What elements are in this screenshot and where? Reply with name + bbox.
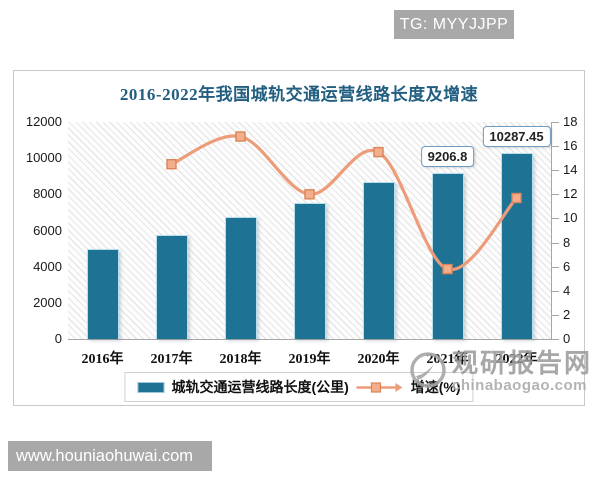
telegram-contact-badge: TG: MYYJJPP	[394, 10, 514, 39]
y-axis-right-tick-label: 8	[563, 234, 571, 250]
y-axis-right-tickmark	[552, 266, 559, 268]
growth-line-layer	[166, 131, 522, 275]
growth-line-marker	[442, 263, 453, 275]
y-axis-right-tickmark	[552, 122, 559, 123]
y-axis-right-tick-label: 10	[563, 210, 578, 226]
x-axis-category-label: 2017年	[150, 352, 193, 367]
bar-2020年	[362, 181, 395, 339]
x-axis-category-label: 2022年	[495, 352, 538, 367]
bar-legend-label: 城轨交通运营线路长度(公里)	[171, 379, 349, 395]
y-axis-right-tickmark	[552, 218, 559, 220]
x-axis-category-label: 2018年	[219, 352, 262, 367]
website-badge: www.houniaohuwai.com	[8, 441, 212, 471]
growth-line-marker	[373, 146, 384, 158]
y-axis-right-tickmark	[552, 339, 559, 340]
y-axis-left-tick-label: 4000	[33, 258, 62, 274]
y-axis-left-tick-label: 8000	[33, 186, 62, 202]
bar-2019年	[293, 202, 326, 339]
y-axis-left-tick-label: 2000	[33, 294, 62, 310]
y-axis-right-tickmark	[552, 242, 559, 244]
bar-legend-swatch-icon	[137, 381, 165, 393]
x-axis-category-label: 2020年	[357, 352, 400, 367]
growth-line-marker	[166, 159, 177, 170]
bar-series-layer: 9206.8 10287.45	[68, 122, 551, 339]
y-axis-left-tick-label: 6000	[33, 222, 62, 238]
y-axis-left-tick-label: 10000	[25, 150, 62, 166]
growth-line-path	[170, 134, 518, 272]
y-axis-right-tick-label: 14	[563, 162, 578, 178]
plot-area: 9206.8 10287.45	[68, 122, 552, 340]
chart-title: 2016-2022年我国城轨交通运营线路长度及增速	[119, 85, 479, 104]
data-label-2021年: 9206.8	[420, 145, 475, 167]
y-axis-right-tickmark	[552, 314, 559, 316]
data-label-2022年: 10287.45	[482, 125, 551, 147]
y-axis-right-tick-label: 4	[563, 282, 571, 298]
growth-line-marker	[235, 131, 246, 142]
y-axis-right-tick-label: 6	[563, 258, 571, 274]
bar-2017年	[155, 234, 188, 339]
y-axis-right-tick-label: 2	[563, 306, 571, 322]
x-axis-category-label: 2016年	[81, 352, 124, 367]
bar-2016年	[86, 248, 119, 339]
y-axis-right-tickmark	[552, 170, 559, 172]
y-axis-left-tick-label: 0	[54, 331, 62, 346]
y-axis-right-tick-label: 18	[563, 114, 578, 129]
bar-2022年	[500, 152, 533, 339]
chart-card: 2016-2022年我国城轨交通运营线路长度及增速 0 2000 4000 6000 8…	[13, 70, 585, 406]
bar-2018年	[224, 217, 257, 339]
chart-legend: 城轨交通运营线路长度(公里) 增速(%)	[124, 372, 474, 402]
y-axis-right-tickmark	[552, 146, 559, 148]
y-axis-right-tickmark	[552, 290, 559, 292]
y-axis-right-tick-label: 16	[563, 138, 578, 154]
x-axis-category-label: 2019年	[288, 352, 331, 367]
y-axis-right-tick-label: 12	[563, 186, 578, 202]
bar-2021年	[431, 172, 464, 339]
line-legend-glyph-icon	[356, 381, 403, 393]
x-axis-category-label: 2021年	[426, 352, 469, 367]
line-legend-label: 增速(%)	[410, 379, 461, 395]
growth-line-marker	[304, 189, 315, 200]
growth-line-marker	[511, 192, 522, 204]
y-axis-right-tick-label: 0	[563, 331, 571, 346]
y-axis-right-tickmark	[552, 194, 559, 196]
y-axis-left-tick-label: 12000	[25, 114, 62, 129]
